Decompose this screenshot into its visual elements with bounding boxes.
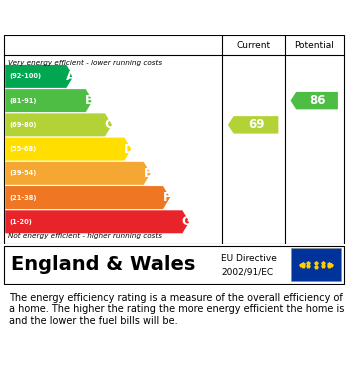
Text: Current: Current [236, 41, 270, 50]
Polygon shape [5, 162, 151, 185]
Text: G: G [181, 215, 192, 228]
Text: EU Directive: EU Directive [221, 254, 277, 263]
Bar [291, 249, 341, 282]
Text: (21-38): (21-38) [9, 195, 37, 201]
Text: Very energy efficient - lower running costs: Very energy efficient - lower running co… [8, 60, 162, 66]
Text: (1-20): (1-20) [9, 219, 32, 225]
Text: (81-91): (81-91) [9, 98, 37, 104]
Text: C: C [105, 118, 114, 131]
Text: Not energy efficient - higher running costs: Not energy efficient - higher running co… [8, 233, 162, 239]
Text: (39-54): (39-54) [9, 170, 37, 176]
Text: Energy Efficiency Rating: Energy Efficiency Rating [10, 11, 232, 26]
Text: F: F [163, 191, 172, 204]
Polygon shape [5, 89, 93, 112]
Text: (69-80): (69-80) [9, 122, 37, 128]
Text: E: E [144, 167, 152, 180]
Text: Potential: Potential [294, 41, 334, 50]
Text: (55-68): (55-68) [9, 146, 37, 152]
Text: The energy efficiency rating is a measure of the overall efficiency of a home. T: The energy efficiency rating is a measur… [9, 293, 344, 326]
Polygon shape [5, 186, 170, 209]
Text: A: A [66, 70, 76, 83]
Polygon shape [291, 92, 338, 109]
Polygon shape [5, 138, 131, 161]
Text: (92-100): (92-100) [9, 74, 41, 79]
Polygon shape [228, 116, 278, 134]
Text: England & Wales: England & Wales [11, 255, 196, 274]
Polygon shape [5, 113, 112, 136]
Text: D: D [124, 143, 134, 156]
Text: 2002/91/EC: 2002/91/EC [221, 268, 273, 277]
Text: 69: 69 [248, 118, 265, 131]
Polygon shape [5, 210, 189, 233]
Text: B: B [85, 94, 95, 107]
Text: 86: 86 [309, 94, 326, 107]
Polygon shape [5, 65, 73, 88]
